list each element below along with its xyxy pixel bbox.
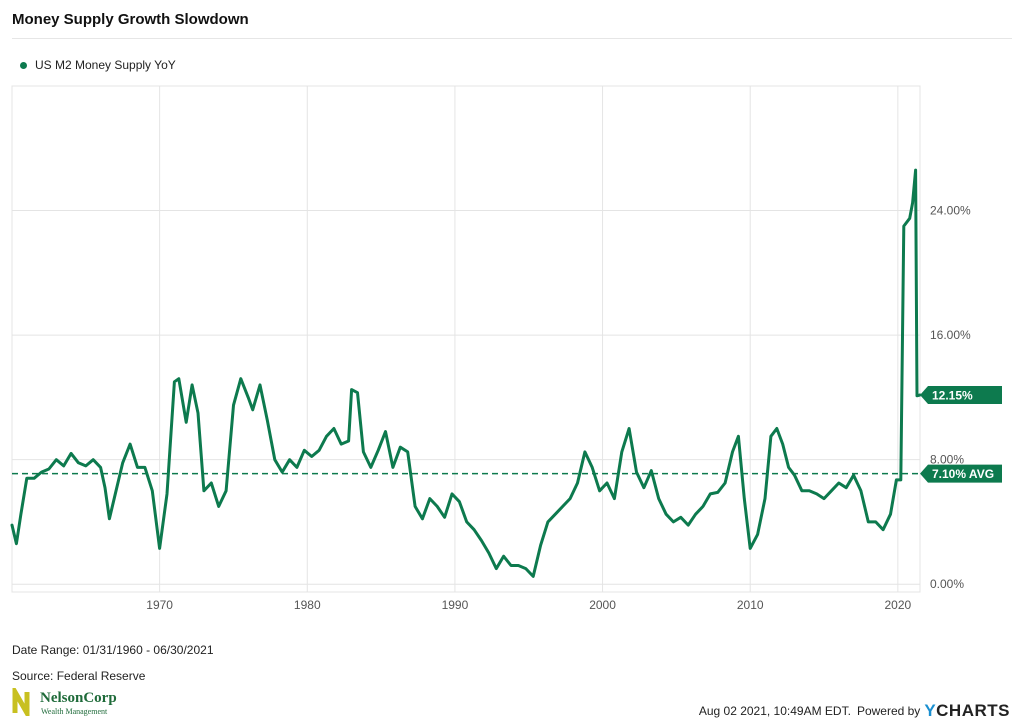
title-divider — [12, 38, 1012, 39]
grid-lines — [11, 85, 921, 593]
footer-stamp: Aug 02 2021, 10:49AM EDT. Powered by YCH… — [699, 701, 1010, 721]
x-tick-label: 1980 — [294, 598, 321, 612]
y-tick-label: 0.00% — [930, 577, 964, 591]
x-tick-label: 2010 — [737, 598, 764, 612]
x-tick-label: 2000 — [589, 598, 616, 612]
logo-name: NelsonCorp — [40, 690, 117, 706]
last-value-tag-text: 12.15% — [932, 389, 973, 403]
powered-by: Powered by — [856, 704, 921, 718]
average-value-tag-text: 7.10% AVG — [932, 467, 994, 481]
plot-frame — [11, 85, 921, 593]
date-range: Date Range: 01/31/1960 - 06/30/2021 — [12, 643, 214, 657]
y-tick-label: 16.00% — [930, 328, 971, 342]
axes: 0.00% 8.00% 16.00% 24.00% 1970 1980 1990 2000 20… — [146, 204, 971, 612]
nelsoncorp-logo: NelsonCorp Wealth Management — [12, 682, 127, 723]
line-chart: 0.00% 8.00% 16.00% 24.00% 1970 1980 1990 2000 20… — [10, 85, 1002, 612]
ycharts-logo[interactable]: YCHARTS — [924, 701, 1010, 721]
legend-marker — [20, 61, 27, 69]
last-value-tag: 12.15% — [920, 386, 1002, 405]
x-tick-label: 2020 — [885, 598, 912, 612]
logo-subtitle: Wealth Management — [41, 707, 108, 716]
last-value-tag-bg — [920, 386, 1002, 405]
value-labels: 12.15% 7.10% AVG — [920, 386, 1002, 483]
x-tick-label: 1990 — [442, 598, 469, 612]
chart-title: Money Supply Growth Slowdown — [12, 11, 249, 28]
legend[interactable]: US M2 Money Supply YoY — [20, 58, 176, 72]
ycharts-wordmark: CHARTS — [936, 701, 1010, 720]
y-tick-label: 24.00% — [930, 204, 971, 218]
average-value-tag-bg — [920, 464, 1002, 483]
series-line-m2 — [10, 168, 922, 578]
ycharts-y: Y — [924, 701, 937, 720]
x-tick-label: 1970 — [146, 598, 173, 612]
series-layer — [10, 168, 922, 578]
legend-label: US M2 Money Supply YoY — [35, 58, 176, 72]
average-value-tag: 7.10% AVG — [920, 464, 1002, 483]
source-note: Source: Federal Reserve — [12, 669, 146, 683]
y-tick-label: 8.00% — [930, 453, 964, 467]
nelsoncorp-logo-icon — [12, 682, 30, 723]
timestamp: Aug 02 2021, 10:49AM EDT. — [698, 704, 851, 718]
